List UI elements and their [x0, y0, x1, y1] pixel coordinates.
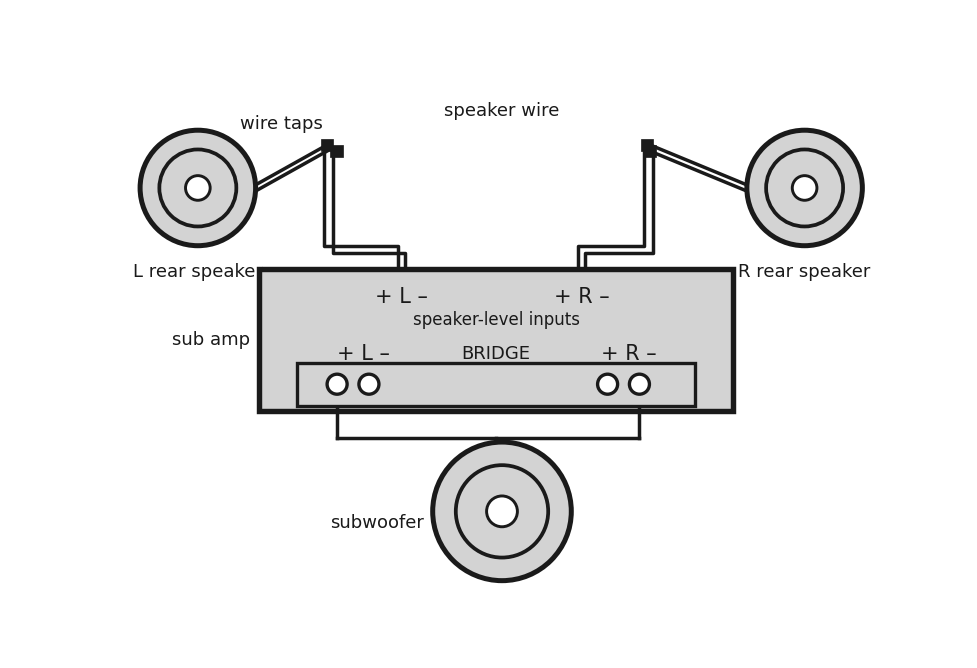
Circle shape [487, 496, 517, 527]
FancyBboxPatch shape [330, 145, 342, 157]
Circle shape [159, 150, 236, 226]
Circle shape [455, 465, 548, 558]
Text: sub amp: sub amp [172, 331, 250, 349]
FancyBboxPatch shape [297, 363, 695, 405]
Circle shape [746, 130, 862, 246]
Circle shape [629, 374, 649, 394]
Circle shape [765, 150, 842, 226]
FancyBboxPatch shape [643, 145, 656, 157]
Text: speaker-level inputs: speaker-level inputs [412, 311, 579, 329]
Text: R rear speaker: R rear speaker [738, 263, 870, 281]
Circle shape [186, 176, 210, 200]
Circle shape [326, 374, 347, 394]
Text: speaker wire: speaker wire [444, 102, 558, 120]
Text: wire taps: wire taps [240, 114, 323, 132]
FancyBboxPatch shape [640, 139, 653, 151]
Text: + R –: + R – [601, 344, 656, 364]
Circle shape [597, 374, 617, 394]
Text: L rear speaker: L rear speaker [133, 263, 263, 281]
Text: + L –: + L – [375, 287, 428, 307]
Circle shape [432, 442, 571, 580]
Circle shape [791, 176, 816, 200]
Text: BRIDGE: BRIDGE [461, 345, 531, 363]
FancyBboxPatch shape [320, 139, 333, 151]
Circle shape [359, 374, 378, 394]
Circle shape [140, 130, 255, 246]
Text: subwoofer: subwoofer [329, 514, 423, 532]
FancyBboxPatch shape [259, 269, 732, 411]
Text: + R –: + R – [553, 287, 609, 307]
Text: + L –: + L – [337, 344, 390, 364]
